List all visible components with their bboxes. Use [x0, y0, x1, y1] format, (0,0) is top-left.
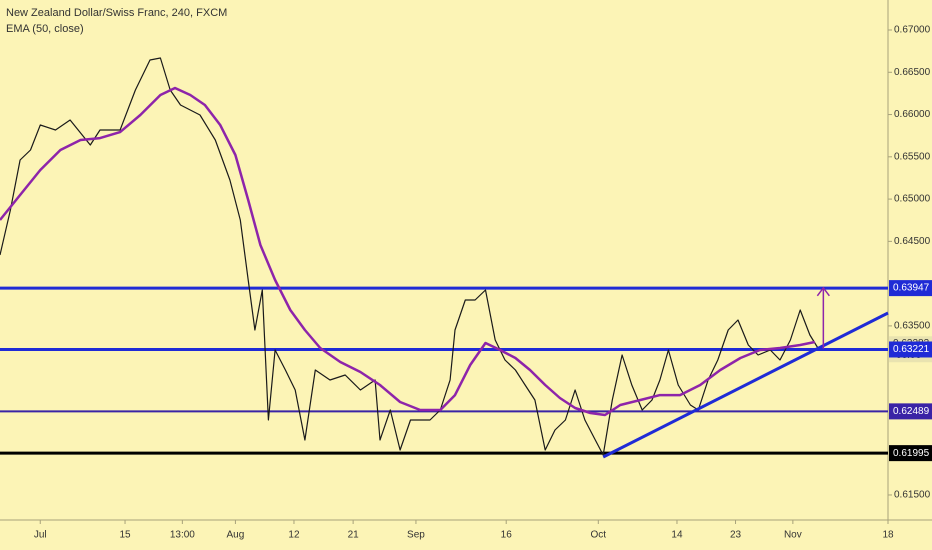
ema-line	[0, 86, 816, 417]
x-tick-label: 14	[671, 530, 683, 541]
level-label-box	[889, 445, 932, 462]
y-tick-label: 0.66500	[894, 67, 931, 78]
y-tick-label: 0.63500	[894, 321, 931, 332]
x-tick-label: Nov	[784, 530, 802, 541]
x-tick-label: 12	[288, 530, 300, 541]
x-tick-label: 15	[119, 530, 131, 541]
level-label-box	[889, 341, 932, 358]
chart-title: New Zealand Dollar/Swiss Franc, 240, FXC…	[6, 7, 227, 19]
level-label-box	[889, 280, 932, 297]
level-label: 0.63221	[893, 344, 930, 355]
x-tick-label: Jul	[34, 530, 47, 541]
x-tick-label: 16	[501, 530, 513, 541]
x-tick-label: Sep	[407, 530, 425, 541]
y-tick-label: 0.65000	[894, 194, 931, 205]
arrow-head	[816, 286, 830, 297]
y-tick-label: 0.61500	[894, 490, 931, 501]
y-tick-label: 0.66000	[894, 109, 931, 120]
level-label: 0.61995	[893, 448, 930, 459]
price-line	[0, 57, 819, 456]
level-label: 0.62489	[893, 406, 930, 417]
x-tick-label: 13:00	[170, 530, 195, 541]
y-tick-label: 0.65500	[894, 151, 931, 162]
y-tick-label: 0.67000	[894, 25, 931, 36]
level-label: 0.63947	[893, 283, 930, 294]
x-tick-label: Aug	[227, 530, 245, 541]
x-tick-label: 23	[730, 530, 742, 541]
x-tick-label: Oct	[591, 530, 607, 541]
x-tick-label: 21	[348, 530, 360, 541]
indicator-legend: EMA (50, close)	[6, 23, 84, 35]
y-tick-label: 0.64500	[894, 236, 931, 247]
x-tick-label: 18	[882, 530, 894, 541]
trend-line	[602, 311, 889, 459]
level-label-box	[889, 403, 932, 420]
